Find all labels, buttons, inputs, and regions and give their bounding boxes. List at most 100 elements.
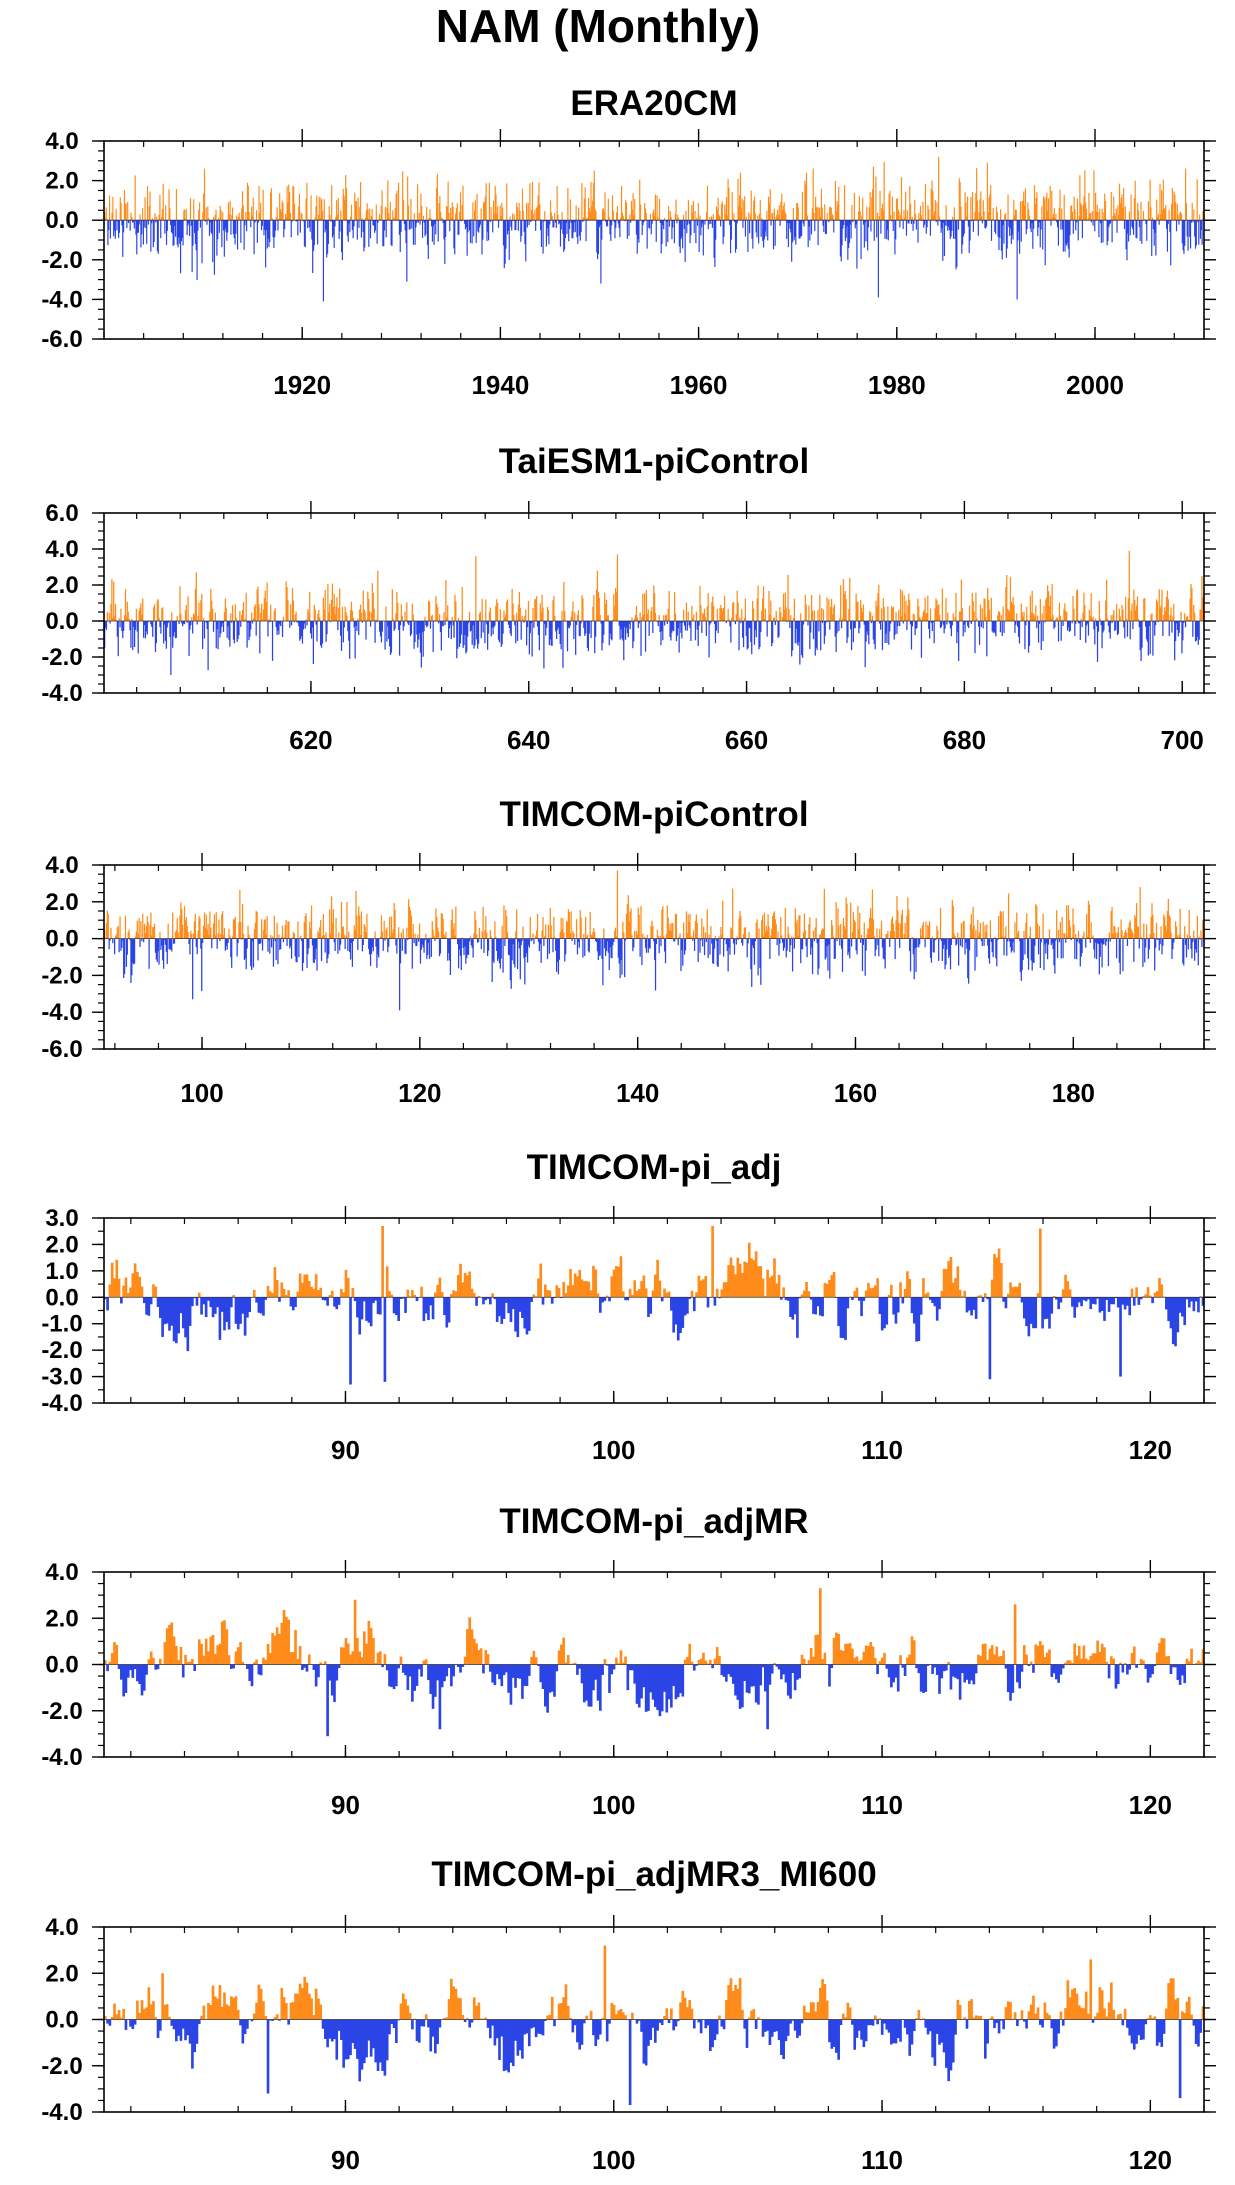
- nam-bar: [462, 621, 464, 648]
- nam-bar: [712, 214, 714, 221]
- nam-bar: [218, 220, 220, 233]
- nam-bar: [285, 581, 287, 621]
- nam-bar: [1033, 938, 1035, 964]
- nam-bar: [727, 938, 729, 972]
- nam-bar: [621, 1291, 625, 1298]
- nam-bar: [287, 921, 289, 939]
- nam-bar: [134, 175, 136, 221]
- nam-bar: [306, 182, 308, 221]
- nam-bar: [711, 602, 713, 621]
- nam-bar: [1032, 1297, 1035, 1329]
- nam-bar: [676, 938, 678, 940]
- nam-bar: [782, 205, 785, 221]
- nam-bar: [248, 621, 250, 641]
- nam-bar: [545, 924, 547, 939]
- nam-bar: [218, 919, 220, 939]
- nam-bar: [1061, 619, 1063, 621]
- nam-bar: [175, 1646, 178, 1665]
- nam-bar: [181, 1664, 185, 1678]
- nam-bar: [307, 219, 310, 221]
- nam-bar: [332, 606, 334, 621]
- nam-bar: [1202, 597, 1204, 621]
- nam-bar: [1174, 194, 1176, 221]
- nam-bar: [193, 1297, 197, 1299]
- nam-bar: [1194, 938, 1196, 961]
- nam-bar: [708, 621, 710, 658]
- nam-bar: [1113, 196, 1115, 221]
- nam-bar: [612, 619, 614, 621]
- nam-bar: [585, 220, 587, 242]
- nam-bar: [801, 621, 804, 658]
- nam-bar: [633, 1664, 637, 1684]
- nam-bar: [1139, 220, 1141, 242]
- nam-bar: [180, 220, 182, 242]
- nam-bar: [538, 182, 540, 221]
- nam-bar: [1063, 194, 1065, 221]
- nam-bar: [233, 919, 236, 939]
- nam-bar: [146, 621, 148, 635]
- nam-bar: [857, 211, 860, 221]
- nam-bar: [261, 220, 263, 227]
- nam-bar: [1027, 621, 1030, 653]
- nam-bar: [838, 621, 840, 631]
- nam-bar: [1010, 220, 1012, 244]
- nam-bar: [567, 188, 569, 221]
- nam-bar: [527, 938, 530, 946]
- nam-bar: [529, 917, 531, 939]
- nam-bar: [942, 220, 944, 261]
- nam-bar: [1092, 616, 1094, 621]
- nam-bar: [1119, 616, 1121, 621]
- nam-bar: [878, 1297, 882, 1314]
- nam-bar: [496, 938, 498, 952]
- nam-bar: [567, 621, 570, 628]
- nam-bar: [670, 1297, 673, 1311]
- nam-bar: [943, 621, 945, 634]
- nam-bar: [362, 938, 364, 946]
- nam-bar: [385, 1266, 389, 1298]
- nam-bar: [890, 1284, 893, 1298]
- nam-bar: [1183, 220, 1185, 254]
- nam-bar: [602, 621, 604, 643]
- nam-bar: [417, 1664, 421, 1670]
- nam-bar: [868, 928, 870, 939]
- nam-bar: [1015, 210, 1017, 221]
- nam-bar: [276, 621, 278, 635]
- nam-bar: [163, 938, 166, 941]
- nam-bar: [902, 621, 904, 624]
- nam-bar: [269, 192, 272, 221]
- nam-bar: [1044, 220, 1046, 266]
- nam-bar: [287, 599, 289, 621]
- nam-bar: [149, 925, 151, 939]
- nam-bar: [236, 215, 238, 221]
- nam-bar: [274, 220, 276, 238]
- nam-bar: [1199, 214, 1201, 221]
- nam-bar: [472, 621, 474, 626]
- nam-bar: [394, 207, 396, 221]
- nam-bar: [1142, 1296, 1145, 1298]
- nam-bar: [599, 1297, 602, 1313]
- nam-bar: [133, 621, 135, 628]
- nam-bar: [348, 621, 350, 641]
- nam-bar: [1164, 607, 1166, 621]
- nam-bar: [411, 1664, 414, 1702]
- nam-bar: [187, 931, 189, 939]
- nam-bar: [472, 938, 474, 958]
- nam-bar: [277, 938, 279, 965]
- nam-bar: [549, 220, 551, 225]
- nam-bar: [729, 1257, 733, 1298]
- nam-bar: [303, 220, 306, 247]
- nam-bar: [507, 1297, 510, 1314]
- nam-bar: [718, 936, 720, 939]
- nam-bar: [1166, 220, 1168, 229]
- nam-bar: [725, 196, 728, 221]
- nam-bar: [830, 1275, 834, 1298]
- nam-bar: [1040, 621, 1042, 650]
- nam-bar: [443, 934, 445, 939]
- nam-bar: [674, 213, 676, 221]
- nam-bar: [242, 933, 245, 939]
- nam-bar: [875, 176, 877, 221]
- nam-bar: [173, 621, 176, 632]
- nam-bar: [778, 938, 780, 956]
- nam-bar: [1064, 1274, 1067, 1298]
- nam-bar: [793, 598, 796, 621]
